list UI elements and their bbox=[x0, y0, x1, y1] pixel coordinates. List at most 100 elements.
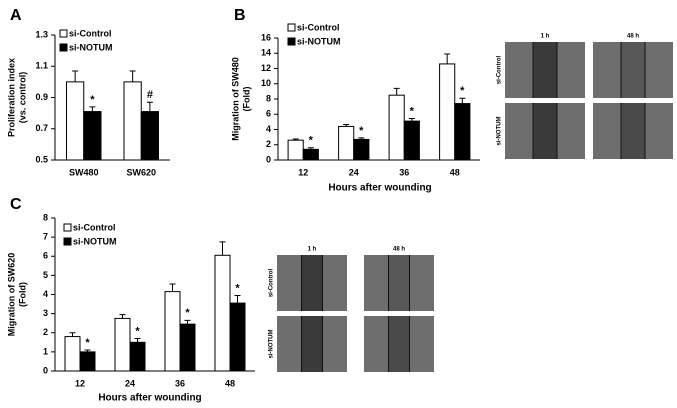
error-bar bbox=[119, 314, 126, 319]
significance-mark: * bbox=[460, 85, 465, 97]
error-bar bbox=[69, 332, 76, 337]
panel-label: A bbox=[10, 7, 22, 24]
significance-mark: * bbox=[309, 135, 314, 147]
y-tick-label: 16 bbox=[261, 32, 271, 42]
legend-swatch bbox=[59, 43, 68, 52]
image-row-label: si-Control bbox=[497, 56, 503, 85]
bar bbox=[439, 63, 456, 161]
legend-label: si-NOTUM bbox=[297, 36, 341, 46]
legend-swatch bbox=[63, 223, 72, 232]
y-tick-label: 1.1 bbox=[35, 61, 48, 71]
legend-label: si-Control bbox=[69, 28, 112, 38]
x-axis-label: Hours after wounding bbox=[98, 393, 201, 404]
bar bbox=[287, 139, 304, 161]
image-column-label: 48 h bbox=[393, 247, 405, 253]
error-bar bbox=[184, 319, 191, 325]
wound-gap bbox=[621, 42, 645, 98]
bar bbox=[123, 81, 142, 161]
error-bar bbox=[358, 137, 365, 140]
x-tick-label: SW620 bbox=[126, 167, 156, 177]
x-axis-label: Hours after wounding bbox=[328, 183, 431, 194]
wound-gap bbox=[533, 42, 557, 98]
bar bbox=[388, 94, 405, 161]
legend-label: si-NOTUM bbox=[73, 236, 117, 246]
bar bbox=[64, 336, 81, 372]
error-bar bbox=[408, 117, 415, 122]
significance-mark: * bbox=[185, 307, 190, 319]
y-tick-label: 0.9 bbox=[35, 92, 48, 102]
legend-swatch bbox=[287, 37, 296, 46]
legend-label: si-Control bbox=[73, 222, 116, 232]
y-tick-label: 3 bbox=[43, 308, 48, 318]
wound-gap bbox=[533, 103, 557, 159]
y-axis-label: (Fold) bbox=[241, 87, 251, 112]
significance-mark: * bbox=[135, 325, 140, 337]
significance-mark: # bbox=[147, 89, 153, 101]
wound-gap bbox=[388, 255, 410, 311]
error-bar bbox=[307, 147, 314, 150]
error-bar bbox=[134, 337, 141, 343]
y-tick-label: 5 bbox=[43, 270, 48, 280]
x-tick-label: 36 bbox=[399, 167, 409, 177]
y-tick-label: 8 bbox=[266, 93, 271, 103]
bar bbox=[338, 125, 355, 161]
wound-gap bbox=[301, 255, 323, 311]
y-tick-label: 1.3 bbox=[35, 29, 48, 39]
error-bar bbox=[89, 106, 96, 112]
bar bbox=[214, 254, 231, 372]
significance-mark: * bbox=[410, 105, 415, 117]
image-column-label: 1 h bbox=[541, 34, 550, 40]
x-tick-label: 24 bbox=[349, 167, 359, 177]
y-tick-label: 0 bbox=[43, 365, 48, 375]
y-tick-label: 0.7 bbox=[35, 123, 48, 133]
bar bbox=[454, 103, 471, 161]
x-tick-label: 12 bbox=[75, 378, 85, 388]
error-bar bbox=[393, 87, 400, 96]
error-bar bbox=[146, 101, 153, 112]
y-tick-label: 0.5 bbox=[35, 154, 48, 164]
bar bbox=[66, 81, 85, 161]
y-tick-label: 6 bbox=[43, 251, 48, 261]
error-bar bbox=[84, 349, 91, 352]
image-row-label: si-NOTUM bbox=[269, 330, 275, 359]
image-row-label: si-NOTUM bbox=[497, 117, 503, 146]
error-bar bbox=[129, 70, 136, 82]
bar bbox=[302, 148, 319, 161]
x-tick-label: 36 bbox=[175, 378, 185, 388]
y-tick-label: 4 bbox=[43, 289, 48, 299]
y-tick-label: 10 bbox=[261, 78, 271, 88]
x-tick-label: 48 bbox=[225, 378, 235, 388]
legend-label: si-Control bbox=[297, 22, 340, 32]
bar bbox=[164, 291, 181, 372]
image-column-label: 1 h bbox=[308, 247, 317, 253]
significance-mark: * bbox=[85, 337, 90, 349]
legend-swatch bbox=[287, 23, 296, 32]
y-axis-label: Migration of SW620 bbox=[6, 253, 16, 337]
y-tick-label: 4 bbox=[266, 124, 271, 134]
bar bbox=[114, 317, 131, 372]
bar bbox=[140, 111, 159, 161]
y-axis-label: (vs. control) bbox=[17, 72, 27, 124]
bar bbox=[79, 351, 96, 372]
y-tick-label: 8 bbox=[43, 212, 48, 222]
significance-mark: * bbox=[235, 282, 240, 294]
error-bar bbox=[169, 283, 176, 292]
y-axis-label: Migration of SW480 bbox=[230, 57, 240, 141]
error-bar bbox=[234, 294, 241, 304]
significance-mark: * bbox=[90, 94, 95, 106]
image-column-label: 48 h bbox=[627, 34, 639, 40]
y-tick-label: 7 bbox=[43, 232, 48, 242]
y-axis-label: (Fold) bbox=[17, 282, 27, 307]
error-bar bbox=[292, 138, 299, 141]
wound-gap bbox=[621, 103, 645, 159]
significance-mark: * bbox=[359, 125, 364, 137]
y-tick-label: 2 bbox=[266, 139, 271, 149]
bar bbox=[83, 111, 102, 161]
bar bbox=[403, 120, 420, 161]
bar bbox=[353, 138, 370, 161]
x-tick-label: 12 bbox=[298, 167, 308, 177]
y-tick-label: 2 bbox=[43, 327, 48, 337]
error-bar bbox=[459, 97, 466, 104]
y-axis-label: Proliferation index bbox=[6, 58, 16, 137]
